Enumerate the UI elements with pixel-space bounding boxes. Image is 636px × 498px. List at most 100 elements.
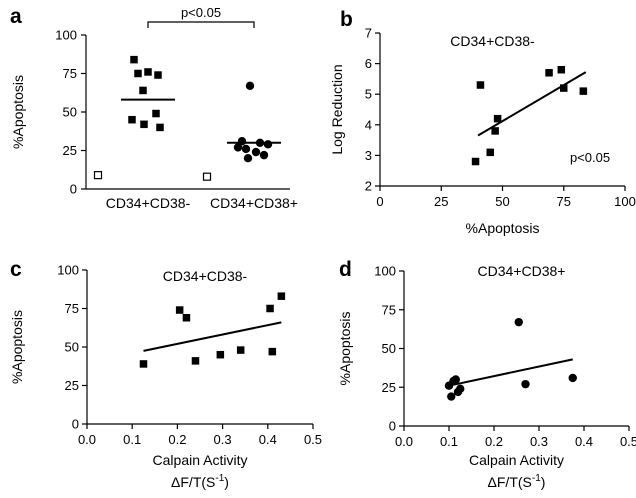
data-point-circle: [447, 392, 456, 401]
x-tick-label: 0.4: [575, 434, 593, 449]
y-tick-label: 0: [70, 182, 77, 197]
x-axis-unit-superscript: -1: [532, 473, 541, 484]
x-tick-label: 0.5: [304, 432, 322, 447]
y-tick-label: 100: [374, 264, 396, 279]
x-tick-label: 0.2: [485, 434, 503, 449]
y-tick-label: 25: [63, 143, 77, 158]
panel-letter: d: [339, 258, 352, 281]
trend-line: [477, 71, 587, 137]
data-point-square: [139, 360, 148, 368]
y-tick-label: 25: [382, 380, 396, 395]
y-tick-label: 50: [65, 340, 79, 355]
data-point-square: [266, 304, 274, 313]
y-axis-label: %Apoptosis: [337, 312, 353, 386]
data-point-square: [191, 357, 200, 365]
y-tick-label: 2: [365, 179, 372, 194]
data-point-circle: [451, 375, 460, 384]
y-axis-label: %Apoptosis: [9, 310, 25, 384]
x-axis-unit-close: ): [541, 474, 546, 490]
y-tick-label: 0: [72, 417, 79, 432]
data-point-circle: [514, 317, 523, 327]
x-tick-label: 25: [434, 194, 448, 209]
data-point-square: [139, 86, 147, 95]
p-value-annotation: p<0.05: [570, 150, 610, 165]
y-tick-label: 50: [382, 341, 396, 356]
control-point: [202, 172, 212, 181]
y-tick-label: 6: [365, 56, 372, 71]
y-tick-label: 50: [63, 105, 77, 120]
x-tick-label: 0.0: [78, 432, 96, 447]
y-tick-label: 3: [365, 148, 372, 163]
y-tick-label: 7: [365, 26, 372, 41]
x-axis-label: Calpain Activity: [153, 452, 248, 468]
chart-title: CD34+CD38-: [163, 268, 248, 284]
x-axis-label: %Apoptosis: [466, 220, 540, 236]
data-point-circle: [245, 81, 255, 91]
x-tick-label: 0: [376, 194, 383, 209]
x-tick-label: 0.1: [123, 432, 141, 447]
x-axis-label: Calpain Activity: [469, 452, 564, 468]
significance-label: p<0.05: [181, 5, 221, 20]
data-point-square: [486, 148, 494, 157]
x-tick-label: 0.4: [259, 432, 277, 447]
y-tick-label: 4: [365, 117, 372, 132]
data-point-circle: [251, 147, 261, 157]
category-label: CD34+CD38+: [210, 195, 298, 211]
y-tick-label: 75: [65, 301, 79, 316]
chart-title: CD34+CD38+: [478, 263, 566, 279]
data-point-square: [152, 109, 160, 118]
y-tick-label: 0: [389, 419, 396, 434]
y-tick-label: 100: [55, 28, 77, 43]
data-point-square: [182, 313, 191, 322]
data-point-square: [476, 81, 485, 89]
data-point-square: [175, 306, 184, 314]
panel-b: b 2 3 4 5 6 7 0 25 50 75 100 CD34+CD38- Log Reduction…: [329, 8, 636, 236]
x-tick-label: 0.0: [395, 434, 413, 449]
data-point-square: [236, 346, 245, 354]
data-point-square: [154, 71, 162, 79]
y-tick-label: 25: [65, 378, 79, 393]
x-tick-label: 75: [557, 194, 571, 209]
data-point-square: [268, 347, 277, 356]
data-point-circle: [241, 144, 251, 154]
x-tick-label: 50: [495, 194, 509, 209]
x-tick-label: 0.1: [440, 434, 458, 449]
panel-letter: b: [340, 8, 353, 31]
data-point-circle: [233, 143, 243, 152]
y-tick-label: 75: [382, 302, 396, 317]
data-point-square: [130, 55, 138, 64]
control-point: [93, 171, 103, 180]
y-tick-label: 75: [63, 66, 77, 81]
y-axis-label: Log Reduction: [329, 64, 345, 154]
trend-line: [143, 321, 282, 352]
y-tick-label: 5: [365, 87, 372, 102]
panel-letter: c: [10, 258, 22, 281]
category-label: CD34+CD38-: [106, 195, 191, 211]
data-point-square: [140, 120, 148, 129]
x-tick-label: 100: [614, 194, 636, 209]
y-axis-label: %Apoptosis: [10, 75, 26, 149]
y-tick-label: 100: [57, 263, 79, 278]
trend-line: [448, 358, 573, 387]
data-point-square: [557, 65, 566, 74]
panel-letter: a: [10, 5, 22, 28]
x-axis-unit: ΔF/T(S-1): [488, 473, 546, 490]
panel-d: d 0 25 50 75 100 0.0 0.1 0.2 0.3 0.4 0.5 CD34+CD38+%…: [337, 258, 636, 490]
x-axis-unit-close: ): [224, 474, 229, 490]
data-point-circle: [263, 140, 273, 149]
data-point-square: [216, 350, 225, 359]
data-point-circle: [243, 154, 253, 163]
x-axis-unit: ΔF/T(S-1): [171, 473, 229, 490]
significance-bracket: [147, 21, 255, 28]
panel-a: a 0 25 50 75 100 %Apoptosis CD34+CD38- CD34+CD38…: [10, 5, 298, 211]
x-tick-label: 0.2: [168, 432, 186, 447]
data-point-circle: [568, 373, 577, 383]
data-point-square: [134, 69, 142, 78]
x-axis-unit-main: ΔF/T(S: [171, 474, 215, 490]
data-point-square: [545, 69, 553, 77]
data-point-square: [579, 87, 588, 95]
data-point-square: [144, 68, 152, 76]
data-point-square: [493, 114, 502, 123]
data-point-square: [156, 123, 164, 132]
